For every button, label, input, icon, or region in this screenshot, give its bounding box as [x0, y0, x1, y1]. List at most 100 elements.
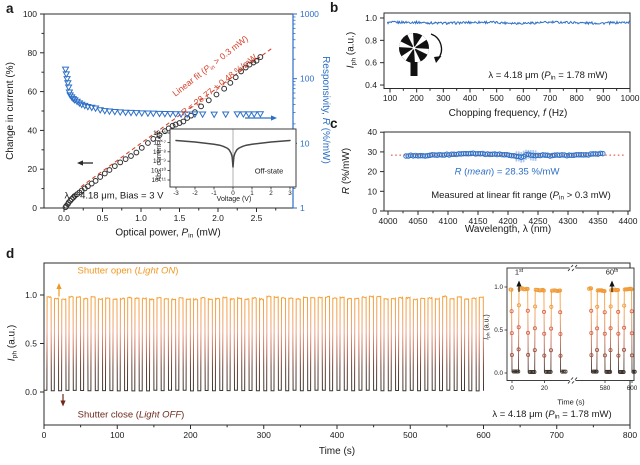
svg-text:80: 80 [28, 48, 38, 58]
panel-a-y-left-title: Change in current (%) [5, 62, 16, 160]
panel-c-series [403, 150, 606, 161]
svg-text:40: 40 [28, 125, 38, 135]
panel-b-y-title: Iph (a.u.) [345, 31, 358, 69]
panel-d-inset: 0.0 0.5 1.0 0 20 580 600 [494, 264, 638, 392]
svg-text:10⁻¹⁰: 10⁻¹⁰ [151, 168, 166, 175]
panel-a-inset-x-title: Voltage (V) [216, 195, 252, 203]
svg-text:0.0: 0.0 [58, 213, 70, 223]
panel-a-fit-line [80, 46, 274, 188]
panel-b-wavelength-annotation: λ = 4.18 μm (Pin = 1.78 mW) [488, 69, 608, 82]
svg-text:20: 20 [368, 167, 378, 177]
svg-text:0: 0 [231, 190, 235, 197]
svg-text:30: 30 [368, 147, 378, 157]
panel-d-wave [44, 295, 484, 392]
svg-text:100: 100 [110, 430, 124, 440]
svg-text:4300: 4300 [559, 216, 578, 226]
svg-text:0: 0 [42, 430, 47, 440]
svg-text:700: 700 [550, 430, 564, 440]
svg-text:0.5: 0.5 [25, 339, 37, 349]
svg-text:10⁻⁹: 10⁻⁹ [153, 158, 166, 165]
svg-text:1.0: 1.0 [25, 290, 37, 300]
svg-text:20: 20 [28, 164, 38, 174]
svg-text:4150: 4150 [469, 216, 488, 226]
panel-c-x-title: Wavelength, λ (nm) [464, 224, 552, 235]
svg-text:0.4: 0.4 [365, 80, 377, 90]
svg-text:1: 1 [250, 190, 254, 197]
svg-text:10: 10 [368, 186, 378, 196]
svg-text:700: 700 [543, 93, 557, 103]
svg-text:400: 400 [463, 93, 477, 103]
svg-text:0.0: 0.0 [494, 370, 503, 377]
svg-text:2: 2 [269, 190, 273, 197]
svg-text:800: 800 [570, 93, 584, 103]
panel-a-current-series [62, 54, 264, 211]
svg-text:4100: 4100 [439, 216, 458, 226]
svg-text:-1: -1 [211, 190, 217, 197]
svg-text:500: 500 [403, 430, 417, 440]
svg-text:500: 500 [490, 93, 504, 103]
panel-d-shutter-arrows [56, 283, 66, 407]
panel-a-y-right-title: Responsivity, R (%/mW) [320, 56, 331, 164]
panel-a-bias-annotation: λ = 4.18 μm, Bias = 3 V [64, 190, 164, 202]
panel-d-inset-sixtieth-pulse-label: 60th [605, 267, 619, 277]
svg-text:900: 900 [596, 93, 610, 103]
svg-text:600: 600 [627, 385, 638, 392]
svg-text:20: 20 [541, 385, 549, 392]
svg-text:200: 200 [410, 93, 424, 103]
panel-c-y-title: R (%/mW) [341, 147, 352, 195]
svg-text:300: 300 [257, 430, 271, 440]
panel-a-inset: 10⁻⁶ 10⁻⁷ 10⁻⁸ 10⁻⁹ 10⁻¹⁰ 10⁻¹¹ -3 -2 -1 0 1 2 3 [151, 128, 297, 197]
svg-text:2.0: 2.0 [212, 213, 224, 223]
panel-c-mean-annotation: R (mean) = 28.35 %/mW [454, 166, 560, 178]
svg-text:580: 580 [600, 385, 611, 392]
svg-text:0.6: 0.6 [365, 58, 377, 68]
svg-text:-3: -3 [173, 190, 179, 197]
panel-d-x-title: Time (s) [318, 446, 356, 457]
svg-text:600: 600 [516, 93, 530, 103]
panel-b-letter: b [330, 0, 339, 15]
svg-text:600: 600 [476, 430, 490, 440]
svg-text:0: 0 [372, 206, 377, 216]
svg-text:1000: 1000 [300, 9, 319, 19]
svg-text:0.5: 0.5 [494, 327, 503, 334]
svg-text:40: 40 [368, 127, 378, 137]
panel-d-wavelength-annotation: λ = 4.18 μm (Pin = 1.78 mW) [492, 408, 612, 421]
svg-text:800: 800 [623, 430, 637, 440]
svg-text:100: 100 [300, 74, 314, 84]
svg-text:0.8: 0.8 [365, 35, 377, 45]
svg-text:1.0: 1.0 [365, 13, 377, 23]
svg-text:10⁻¹¹: 10⁻¹¹ [151, 177, 166, 184]
panel-c-plot: 0 10 20 30 40 4000 4050 4100 4150 4200 4250 4300 435… [368, 127, 638, 226]
svg-text:0.5: 0.5 [97, 213, 109, 223]
panel-d-inset-first-pulse-label: 1st [514, 267, 524, 277]
panel-d-letter: d [6, 246, 15, 261]
panel-d-inset-x-title: Time (s) [557, 397, 585, 407]
panel-d-y-title: Iph (a.u.) [6, 324, 19, 362]
panel-c-letter: c [330, 116, 338, 131]
svg-text:1.0: 1.0 [494, 284, 503, 291]
svg-text:4000: 4000 [379, 216, 398, 226]
panel-a-axis-arrows [77, 115, 277, 166]
chopper-icon [399, 33, 443, 76]
svg-text:10⁻⁷: 10⁻⁷ [153, 139, 166, 146]
svg-text:4250: 4250 [529, 216, 548, 226]
panel-d-inset-y-title: Iph (a.u.) [483, 314, 492, 340]
svg-text:-2: -2 [192, 190, 198, 197]
panel-a-responsivity-series [61, 66, 265, 119]
svg-text:10⁻⁶: 10⁻⁶ [153, 130, 166, 137]
panel-d-plot: 0.00.51.00 100 200 300 400 500 600 700 800 [25, 262, 637, 440]
svg-text:3: 3 [288, 190, 292, 197]
svg-text:0: 0 [510, 385, 514, 392]
panel-c-range-annotation: Measured at linear fit range (Pin > 0.3 … [431, 189, 611, 202]
svg-text:300: 300 [436, 93, 450, 103]
svg-text:1.5: 1.5 [174, 213, 186, 223]
svg-text:400: 400 [330, 430, 344, 440]
svg-text:60: 60 [28, 87, 38, 97]
svg-text:2.5: 2.5 [251, 213, 263, 223]
panel-d-shutter-close-label: Shutter close (Light OFF) [77, 409, 185, 421]
panel-a-inset-offstate-label: Off-state [254, 166, 284, 176]
svg-text:1000: 1000 [621, 93, 640, 103]
